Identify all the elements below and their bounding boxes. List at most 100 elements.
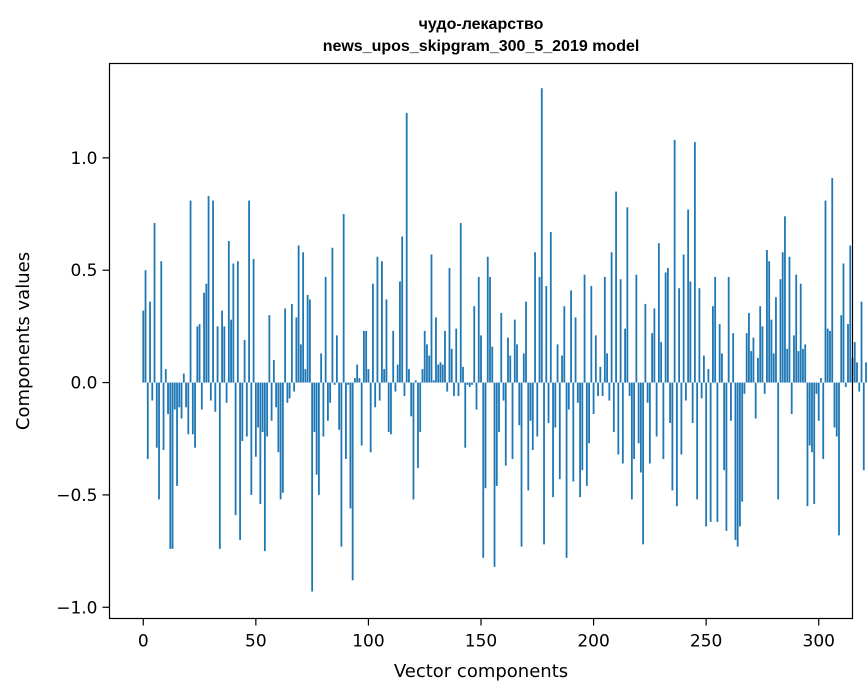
bar bbox=[603, 276, 606, 383]
bar bbox=[493, 382, 496, 567]
bar bbox=[820, 378, 822, 383]
bar bbox=[563, 306, 566, 383]
bar bbox=[281, 382, 284, 493]
bar bbox=[642, 382, 645, 545]
bar bbox=[725, 382, 728, 531]
bar bbox=[464, 382, 467, 448]
bar bbox=[221, 310, 223, 383]
bar bbox=[365, 330, 368, 383]
bar bbox=[475, 382, 478, 410]
bar bbox=[313, 382, 316, 432]
bar bbox=[308, 299, 311, 383]
bar bbox=[417, 382, 419, 468]
bar bbox=[482, 382, 485, 558]
bar bbox=[549, 232, 552, 383]
bar bbox=[250, 382, 253, 495]
bar bbox=[342, 214, 345, 383]
bar bbox=[741, 382, 744, 502]
bar bbox=[489, 276, 491, 383]
bar bbox=[320, 353, 323, 383]
bar bbox=[502, 382, 505, 401]
bar bbox=[763, 382, 766, 394]
bar bbox=[703, 355, 705, 383]
bar bbox=[374, 382, 377, 408]
bar bbox=[317, 382, 320, 495]
bar bbox=[439, 362, 442, 383]
bar bbox=[525, 301, 527, 383]
bar bbox=[579, 382, 581, 498]
bar bbox=[205, 283, 208, 383]
bar bbox=[419, 382, 422, 432]
bar bbox=[617, 382, 620, 455]
bar bbox=[639, 382, 642, 473]
bar bbox=[315, 382, 318, 475]
bar bbox=[709, 382, 712, 522]
bar bbox=[621, 382, 624, 464]
bar bbox=[651, 333, 654, 383]
bar bbox=[628, 382, 631, 397]
bar bbox=[142, 310, 145, 383]
y-tick-label: −0.5 bbox=[56, 486, 97, 506]
bar bbox=[707, 369, 710, 383]
bar bbox=[455, 328, 458, 383]
bar bbox=[853, 342, 856, 383]
bar bbox=[473, 306, 476, 383]
bar bbox=[230, 319, 232, 383]
bar bbox=[216, 326, 219, 383]
bar bbox=[662, 382, 665, 459]
bar bbox=[248, 200, 250, 383]
bar bbox=[779, 279, 782, 383]
bar bbox=[466, 382, 469, 385]
bar bbox=[259, 382, 262, 504]
bar bbox=[151, 382, 154, 401]
bar bbox=[372, 283, 374, 383]
bar bbox=[739, 382, 741, 527]
bar bbox=[529, 382, 532, 421]
bar bbox=[516, 344, 518, 383]
bar bbox=[835, 382, 838, 437]
bar bbox=[552, 382, 554, 498]
bar bbox=[556, 344, 559, 383]
bar bbox=[849, 245, 852, 383]
bar bbox=[844, 382, 847, 388]
bar bbox=[700, 382, 703, 399]
bar bbox=[856, 362, 858, 383]
bar bbox=[401, 236, 404, 383]
bar bbox=[290, 303, 293, 383]
bar bbox=[322, 382, 325, 437]
bar bbox=[394, 382, 397, 392]
bar bbox=[518, 382, 521, 426]
bar bbox=[408, 369, 410, 383]
bar bbox=[500, 312, 503, 383]
bar bbox=[412, 382, 415, 500]
bar bbox=[838, 382, 840, 536]
bar bbox=[185, 382, 187, 408]
bar bbox=[198, 324, 201, 383]
bar bbox=[743, 382, 746, 394]
bar bbox=[284, 308, 287, 383]
bar bbox=[268, 315, 271, 383]
bar bbox=[457, 382, 460, 397]
bar bbox=[619, 279, 622, 383]
bar bbox=[354, 378, 356, 383]
bar bbox=[862, 382, 865, 471]
bar bbox=[257, 382, 259, 428]
bar bbox=[860, 301, 863, 383]
bar bbox=[637, 382, 640, 444]
bar bbox=[158, 382, 160, 500]
bar bbox=[829, 330, 831, 383]
chart-title-line1: чудо-лекарство bbox=[419, 16, 544, 33]
bar bbox=[653, 308, 656, 383]
bar bbox=[414, 380, 417, 383]
bar bbox=[155, 382, 158, 448]
bar bbox=[831, 178, 834, 383]
bar bbox=[574, 317, 577, 383]
bar bbox=[777, 382, 780, 500]
bar bbox=[480, 335, 482, 383]
bar bbox=[381, 261, 383, 383]
bar bbox=[745, 333, 748, 383]
bar bbox=[601, 382, 604, 397]
bar bbox=[561, 355, 563, 383]
bar bbox=[297, 245, 300, 383]
bar bbox=[369, 382, 372, 453]
